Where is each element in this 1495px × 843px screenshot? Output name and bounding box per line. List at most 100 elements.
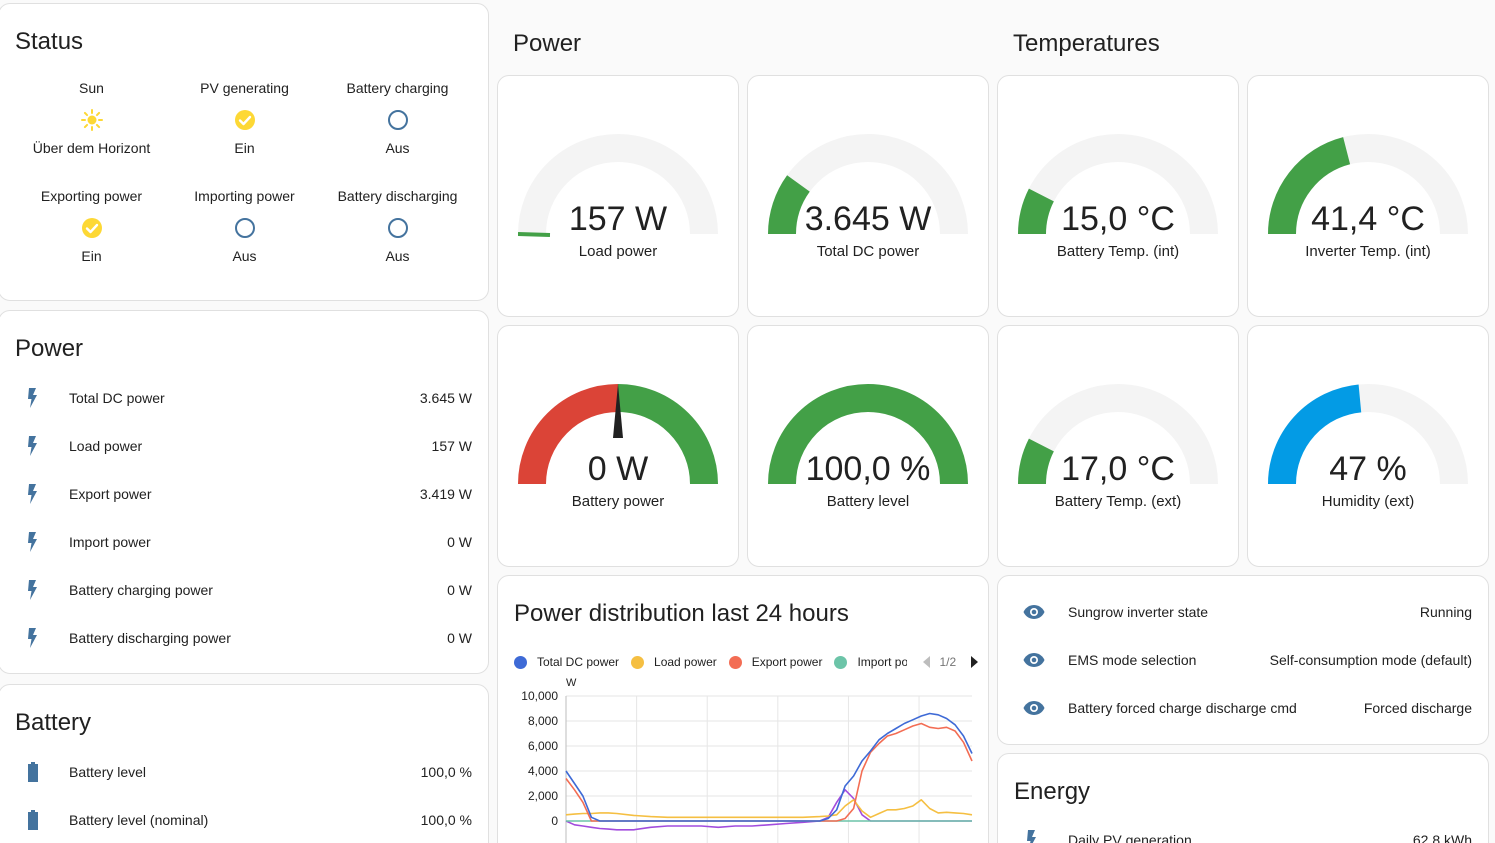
- gauge-value: 100,0 %: [805, 450, 931, 488]
- gauge-value: 3.645 W: [804, 200, 932, 238]
- gauge-arc: [1268, 384, 1468, 485]
- temperatures-section-title: Temperatures: [1013, 30, 1160, 57]
- y-axis-label: W: [566, 677, 577, 689]
- status-importing-power[interactable]: Importing power Aus: [168, 188, 321, 264]
- flash-icon: [0, 482, 69, 506]
- status-battery-discharging[interactable]: Battery discharging Aus: [321, 188, 474, 264]
- legend-pager: 1/2: [911, 654, 982, 670]
- entity-name: Battery level: [69, 764, 147, 780]
- gauge-arc: [518, 384, 718, 485]
- entity-value: Self-consumption mode (default): [1269, 652, 1472, 668]
- entity-row-ems-mode-selection[interactable]: EMS mode selection Self-consumption mode…: [998, 640, 1488, 680]
- power-row-battery-discharging-power[interactable]: Battery discharging power 0 W: [0, 618, 488, 658]
- status-state: Aus: [385, 140, 410, 156]
- legend-item-total-dc-power[interactable]: Total DC power: [514, 655, 619, 669]
- status-title: Status: [15, 28, 84, 55]
- status-sun[interactable]: Sun Über dem Horizont: [15, 80, 168, 156]
- entity-value: Running: [1419, 604, 1472, 620]
- gauge-label: Humidity (ext): [1321, 493, 1415, 510]
- series-line-load-power: [565, 799, 973, 819]
- circle-outline-icon: [168, 208, 321, 248]
- entity-value: 100,0 %: [420, 764, 472, 780]
- power-chart-plot: 10,000 8,000 6,000 4,000 2,000 0 W: [521, 677, 973, 843]
- status-name: Importing power: [194, 188, 295, 204]
- flash-icon: [0, 626, 69, 650]
- entity-name: Export power: [69, 486, 152, 502]
- y-tick-label: 4,000: [528, 764, 558, 778]
- gauge-battery-power[interactable]: 0 W Battery power: [497, 325, 739, 567]
- energy-row-daily-pv-generation[interactable]: Daily PV generation 62,8 kWh: [998, 820, 1488, 843]
- gauge-humidity-ext[interactable]: 47 % Humidity (ext): [1247, 325, 1489, 567]
- status-name: PV generating: [200, 80, 289, 96]
- entity-row-battery-forced-charge-discharge-cmd[interactable]: Battery forced charge discharge cmd Forc…: [998, 688, 1488, 728]
- gauge-label: Battery Temp. (int): [1056, 243, 1180, 260]
- legend-page-indicator: 1/2: [939, 655, 957, 669]
- battery-list-card: Battery Battery level 100,0 % Battery le…: [0, 684, 489, 843]
- legend-item-load-power[interactable]: Load power: [631, 655, 717, 669]
- gauge-value: 157 W: [568, 200, 668, 238]
- entity-name: EMS mode selection: [1068, 652, 1197, 668]
- inverter-entities-card: Sungrow inverter state Running EMS mode …: [997, 575, 1489, 745]
- y-tick-label: 2,000: [528, 789, 558, 803]
- y-tick-label: 10,000: [521, 689, 558, 703]
- entity-row-sungrow-inverter-state[interactable]: Sungrow inverter state Running: [998, 592, 1488, 632]
- power-row-total-dc-power[interactable]: Total DC power 3.645 W: [0, 378, 488, 418]
- entity-value: 0 W: [447, 534, 472, 550]
- status-card: Status Sun Über dem Horizont PV generatin…: [0, 3, 489, 301]
- energy-title: Energy: [1014, 778, 1091, 805]
- circle-outline-icon: [321, 100, 474, 140]
- gauge-arc: [768, 134, 968, 235]
- battery-row-battery-level-nominal[interactable]: Battery level (nominal) 100,0 %: [0, 800, 488, 840]
- entity-name: Battery charging power: [69, 582, 213, 598]
- legend-next-icon[interactable]: [966, 654, 982, 670]
- gauge-total-dc-power[interactable]: 3.645 W Total DC power: [747, 75, 989, 317]
- gauge-value: 41,4 °C: [1311, 200, 1425, 238]
- status-state: Aus: [232, 248, 257, 264]
- entity-name: Sungrow inverter state: [1068, 604, 1209, 620]
- power-row-load-power[interactable]: Load power 157 W: [0, 426, 488, 466]
- battery-list-title: Battery: [15, 709, 92, 736]
- status-pv-generating[interactable]: PV generating Ein: [168, 80, 321, 156]
- status-name: Sun: [79, 80, 104, 96]
- check-circle-icon: [168, 100, 321, 140]
- status-state: Über dem Horizont: [32, 140, 151, 156]
- status-exporting-power[interactable]: Exporting power Ein: [15, 188, 168, 264]
- gauge-load-power[interactable]: 157 W Load power: [497, 75, 739, 317]
- legend-dot: [834, 655, 848, 669]
- flash-icon: [998, 828, 1068, 843]
- battery-row-battery-level[interactable]: Battery level 100,0 %: [0, 752, 488, 792]
- legend-prev-icon[interactable]: [919, 654, 935, 670]
- legend-label: Load power: [654, 655, 717, 669]
- status-name: Exporting power: [40, 188, 143, 204]
- entity-value: 100,0 %: [420, 812, 472, 828]
- legend-dot: [728, 655, 742, 669]
- gauge-battery-temp-int[interactable]: 15,0 °C Battery Temp. (int): [997, 75, 1239, 317]
- entity-name: Battery level (nominal): [69, 812, 209, 828]
- gauge-inverter-temp-int[interactable]: 41,4 °C Inverter Temp. (int): [1247, 75, 1489, 317]
- legend-item-export-power[interactable]: Export power: [728, 655, 822, 669]
- gauge-arc: [1018, 134, 1218, 235]
- gauge-battery-level[interactable]: 100,0 % Battery level: [747, 325, 989, 567]
- gauge-value: 15,0 °C: [1061, 200, 1175, 238]
- entity-value: 157 W: [431, 438, 472, 454]
- power-distribution-chart-card: Power distribution last 24 hours Total D…: [497, 575, 989, 843]
- sun-icon: [15, 100, 168, 140]
- legend-item-import-power[interactable]: Import power: [834, 655, 907, 669]
- power-row-battery-charging-power[interactable]: Battery charging power 0 W: [0, 570, 488, 610]
- status-name: Battery charging: [346, 80, 449, 96]
- gauge-battery-temp-ext[interactable]: 17,0 °C Battery Temp. (ext): [997, 325, 1239, 567]
- gauge-value: 17,0 °C: [1061, 450, 1175, 488]
- legend-label: Import power: [857, 655, 908, 669]
- power-row-export-power[interactable]: Export power 3.419 W: [0, 474, 488, 514]
- flash-icon: [0, 386, 69, 410]
- legend-dot: [631, 655, 645, 669]
- entity-value: 0 W: [447, 582, 472, 598]
- energy-card: Energy Daily PV generation 62,8 kWh: [997, 753, 1489, 843]
- battery-icon: [0, 808, 69, 832]
- gauge-arc: [768, 384, 968, 485]
- status-battery-charging[interactable]: Battery charging Aus: [321, 80, 474, 156]
- power-row-import-power[interactable]: Import power 0 W: [0, 522, 488, 562]
- entity-name: Load power: [69, 438, 143, 454]
- power-section-title: Power: [513, 30, 582, 57]
- entity-value: 3.419 W: [419, 486, 472, 502]
